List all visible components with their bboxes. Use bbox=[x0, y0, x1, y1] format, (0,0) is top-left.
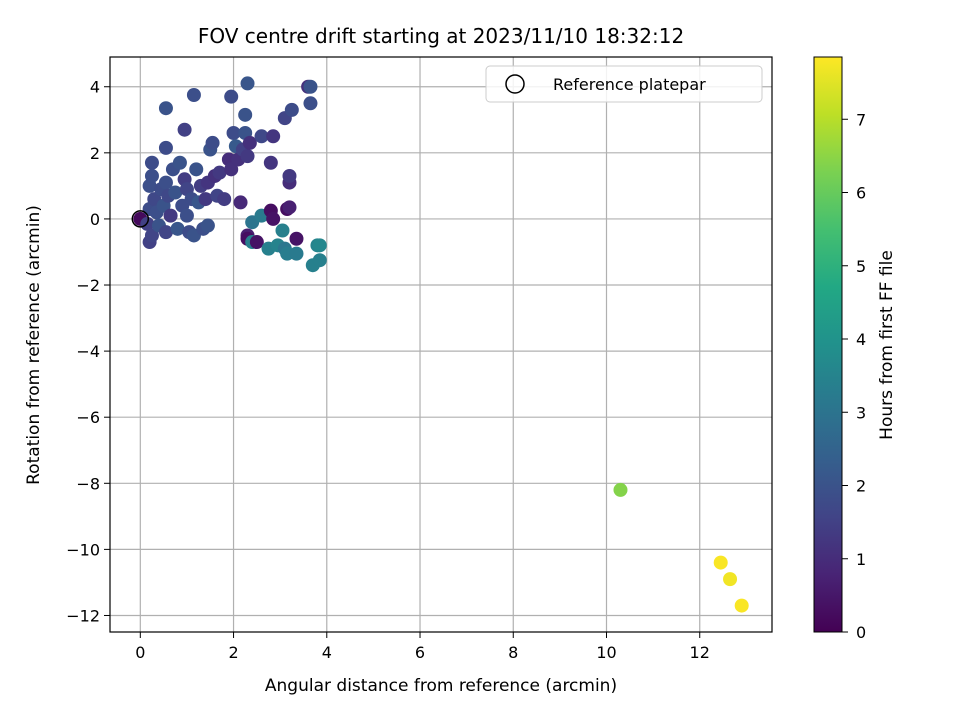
scatter-point bbox=[249, 235, 264, 250]
scatter-point bbox=[734, 598, 749, 613]
scatter-point bbox=[254, 129, 269, 144]
y-tick-label: −12 bbox=[66, 606, 100, 625]
scatter-point bbox=[289, 231, 304, 246]
scatter-point bbox=[242, 135, 257, 150]
colorbar-tick-label: 0 bbox=[856, 623, 866, 642]
y-tick-label: −2 bbox=[76, 276, 100, 295]
scatter-point bbox=[163, 208, 178, 223]
scatter-point bbox=[226, 126, 241, 141]
scatter-point bbox=[179, 208, 194, 223]
scatter-point bbox=[613, 482, 628, 497]
legend: Reference platepar bbox=[485, 65, 763, 103]
scatter-point bbox=[303, 96, 318, 111]
scatter-point bbox=[303, 79, 318, 94]
y-tick-label: −4 bbox=[76, 342, 100, 361]
scatter-point bbox=[168, 185, 183, 200]
y-tick-label: 2 bbox=[90, 144, 100, 163]
legend-reference-icon bbox=[505, 74, 525, 94]
scatter-point bbox=[266, 211, 281, 226]
x-tick-label: 8 bbox=[508, 643, 518, 662]
colorbar bbox=[814, 57, 842, 632]
scatter-point bbox=[266, 129, 281, 144]
scatter-point bbox=[723, 572, 738, 587]
colorbar-tick-label: 1 bbox=[856, 550, 866, 569]
legend-box bbox=[485, 65, 763, 103]
scatter-point bbox=[189, 162, 204, 177]
y-axis-label: Rotation from reference (arcmin) bbox=[24, 205, 44, 485]
scatter-point bbox=[224, 162, 239, 177]
chart-title: FOV centre drift starting at 2023/11/10 … bbox=[198, 24, 684, 48]
scatter-point bbox=[224, 89, 239, 104]
scatter-point bbox=[158, 140, 173, 155]
x-tick-label: 4 bbox=[322, 643, 332, 662]
scatter-point bbox=[282, 168, 297, 183]
scatter-point bbox=[186, 88, 201, 103]
colorbar-tick-label: 5 bbox=[856, 257, 866, 276]
data-points bbox=[133, 76, 749, 613]
y-tick-label: 0 bbox=[90, 210, 100, 229]
scatter-point bbox=[177, 122, 192, 137]
x-axis-ticks: 0 2 4 6 8 10 12 bbox=[135, 632, 710, 662]
colorbar-tick-label: 4 bbox=[856, 330, 866, 349]
scatter-point bbox=[170, 221, 185, 236]
plot-frame bbox=[109, 56, 773, 633]
scatter-point bbox=[212, 165, 227, 180]
scatter-point bbox=[289, 246, 304, 261]
scatter-point bbox=[158, 225, 173, 240]
scatter-point bbox=[205, 135, 220, 150]
scatter-point bbox=[172, 155, 187, 170]
scatter-point bbox=[144, 228, 159, 243]
scatter-point bbox=[275, 223, 290, 238]
scatter-point bbox=[282, 200, 297, 215]
reference-platepar-marker bbox=[131, 210, 150, 228]
colorbar-tick-label: 6 bbox=[856, 184, 866, 203]
x-axis-label: Angular distance from reference (arcmin) bbox=[265, 676, 617, 696]
colorbar-frame bbox=[813, 56, 843, 633]
scatter-point bbox=[312, 253, 327, 268]
scatter-point bbox=[217, 192, 232, 207]
colorbar-tick-label: 2 bbox=[856, 477, 866, 496]
scatter-point bbox=[144, 155, 159, 170]
legend-entry-reference: Reference platepar bbox=[553, 75, 706, 94]
y-tick-label: 4 bbox=[90, 78, 100, 97]
scatter-point bbox=[240, 149, 255, 164]
x-tick-label: 2 bbox=[228, 643, 238, 662]
colorbar-ticks: 0 1 2 3 4 5 6 7 bbox=[842, 110, 866, 642]
scatter-point bbox=[233, 195, 248, 210]
y-tick-label: −10 bbox=[66, 540, 100, 559]
scatter-point bbox=[158, 175, 173, 190]
x-tick-label: 10 bbox=[596, 643, 616, 662]
x-tick-label: 12 bbox=[690, 643, 710, 662]
y-axis-ticks: −12 −10 −8 −6 −4 −2 0 2 4 bbox=[66, 78, 110, 625]
scatter-point bbox=[238, 107, 253, 122]
y-tick-label: −6 bbox=[76, 408, 100, 427]
grid bbox=[110, 57, 772, 632]
scatter-point bbox=[312, 238, 327, 253]
colorbar-tick-label: 7 bbox=[856, 110, 866, 129]
scatter-point bbox=[158, 101, 173, 116]
scatter-point bbox=[263, 155, 278, 170]
colorbar-tick-label: 3 bbox=[856, 403, 866, 422]
y-tick-label: −8 bbox=[76, 474, 100, 493]
scatter-point bbox=[198, 192, 213, 207]
x-tick-label: 0 bbox=[135, 643, 145, 662]
colorbar-label: Hours from first FF file bbox=[877, 250, 897, 440]
scatter-point bbox=[284, 102, 299, 117]
scatter-point bbox=[200, 218, 215, 233]
x-tick-label: 6 bbox=[415, 643, 425, 662]
scatter-point bbox=[144, 168, 159, 183]
scatter-point bbox=[713, 555, 728, 570]
scatter-point bbox=[240, 76, 255, 91]
